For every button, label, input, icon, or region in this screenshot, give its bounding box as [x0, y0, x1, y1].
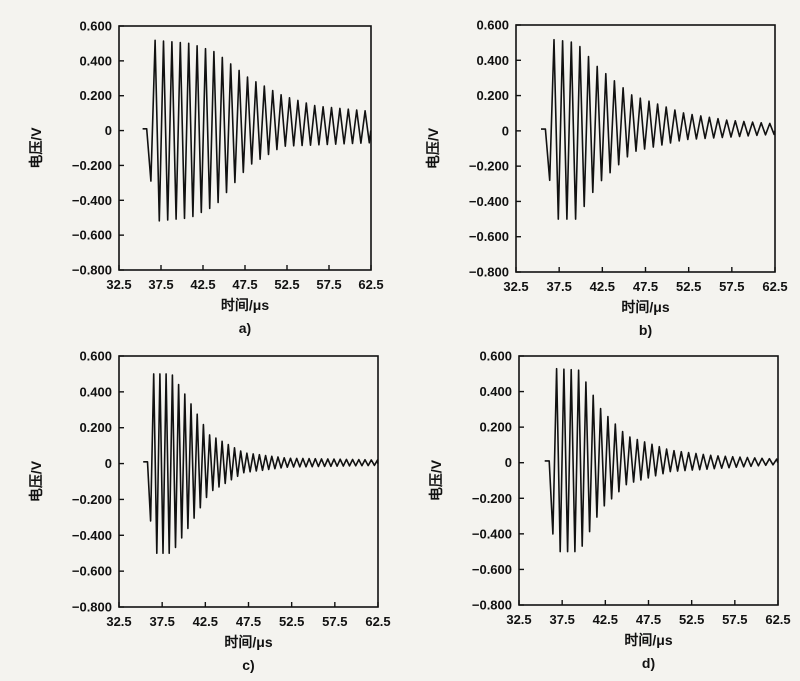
x-tick-label: 32.5	[106, 277, 131, 292]
y-tick-label: −0.400	[469, 194, 509, 209]
waveform-series	[544, 367, 779, 553]
x-tick-label: 47.5	[633, 279, 658, 294]
y-tick-label: −0.600	[72, 564, 112, 579]
x-tick-label: 42.5	[593, 612, 618, 627]
y-tick-label: 0	[502, 123, 509, 138]
y-axis-title: 电压/V	[28, 127, 44, 169]
y-tick-label: 0.600	[79, 19, 112, 34]
x-tick-label: 52.5	[679, 612, 704, 627]
y-tick-label: 0.600	[479, 349, 512, 364]
x-tick-label: 32.5	[106, 614, 131, 629]
waveform-series	[143, 373, 379, 554]
x-tick-label: 37.5	[547, 279, 572, 294]
waveform-series	[142, 39, 372, 222]
x-tick-label: 57.5	[316, 277, 341, 292]
y-tick-label: 0.400	[476, 53, 509, 68]
x-tick-label: 37.5	[148, 277, 173, 292]
chart-panel-d: 0.600 0.400 0.200 0 −0.200 −0.400 −0.600 −0.800…	[428, 349, 791, 672]
y-axis-title: 电压/V	[425, 127, 441, 169]
y-axis-title: 电压/V	[28, 460, 44, 502]
y-tick-label: 0.400	[79, 53, 112, 68]
panel-label: a)	[239, 320, 251, 336]
x-tick-label: 57.5	[322, 614, 347, 629]
y-tick-label: −0.800	[472, 598, 512, 613]
x-tick-label: 42.5	[193, 614, 218, 629]
chart-panel-b: 0.600 0.400 0.200 0 −0.200 −0.400 −0.600 −0.800…	[425, 18, 788, 339]
y-tick-label: 0.200	[476, 88, 509, 103]
panel-label: c)	[242, 657, 254, 673]
y-axis-title: 电压/V	[428, 459, 444, 501]
y-tick-label: −0.400	[72, 193, 112, 208]
y-tick-label: −0.800	[469, 265, 509, 280]
x-tick-label: 57.5	[719, 279, 744, 294]
x-tick-label: 47.5	[236, 614, 261, 629]
x-tick-label: 37.5	[550, 612, 575, 627]
chart-panel-c: 0.600 0.400 0.200 0 −0.200 −0.400 −0.600 −0.800…	[28, 349, 391, 674]
y-tick-label: 0.400	[479, 384, 512, 399]
chart-panel-a: 0.600 0.400 0.200 0 −0.200 −0.400 −0.600 −0.800…	[28, 19, 384, 337]
x-tick-label: 52.5	[279, 614, 304, 629]
y-tick-label: −0.600	[72, 228, 112, 243]
x-tick-label: 62.5	[365, 614, 390, 629]
x-tick-label: 57.5	[722, 612, 747, 627]
y-tick-label: −0.600	[472, 562, 512, 577]
x-tick-label: 42.5	[590, 279, 615, 294]
y-tick-label: 0.600	[476, 18, 509, 33]
x-axis-title: 时间/μs	[224, 634, 272, 650]
x-tick-label: 47.5	[636, 612, 661, 627]
y-tick-label: 0.200	[79, 88, 112, 103]
x-tick-label: 52.5	[676, 279, 701, 294]
y-tick-label: −0.200	[72, 158, 112, 173]
y-tick-label: 0.400	[79, 384, 112, 399]
y-tick-label: 0.600	[79, 349, 112, 364]
y-tick-label: −0.400	[72, 528, 112, 543]
x-tick-label: 47.5	[232, 277, 257, 292]
y-tick-label: −0.800	[72, 263, 112, 278]
x-tick-label: 52.5	[274, 277, 299, 292]
x-axis-title: 时间/μs	[624, 632, 672, 648]
y-tick-label: 0.200	[479, 420, 512, 435]
y-tick-label: −0.800	[72, 600, 112, 615]
y-tick-label: 0	[105, 456, 112, 471]
y-tick-label: −0.600	[469, 229, 509, 244]
panel-label: d)	[642, 655, 655, 671]
y-tick-label: 0	[505, 455, 512, 470]
x-tick-label: 37.5	[150, 614, 175, 629]
x-tick-label: 62.5	[765, 612, 790, 627]
x-tick-label: 42.5	[190, 277, 215, 292]
waveform-series	[541, 38, 776, 220]
y-tick-label: −0.200	[469, 159, 509, 174]
x-axis-title: 时间/μs	[621, 299, 669, 315]
x-axis-title: 时间/μs	[221, 297, 269, 313]
x-tick-label: 32.5	[503, 279, 528, 294]
x-tick-label: 62.5	[358, 277, 383, 292]
x-tick-label: 32.5	[506, 612, 531, 627]
y-tick-label: −0.200	[472, 491, 512, 506]
x-tick-label: 62.5	[762, 279, 787, 294]
y-tick-label: −0.400	[472, 526, 512, 541]
y-tick-label: 0	[105, 123, 112, 138]
panel-label: b)	[639, 322, 652, 338]
y-tick-label: −0.200	[72, 492, 112, 507]
y-tick-label: 0.200	[79, 420, 112, 435]
